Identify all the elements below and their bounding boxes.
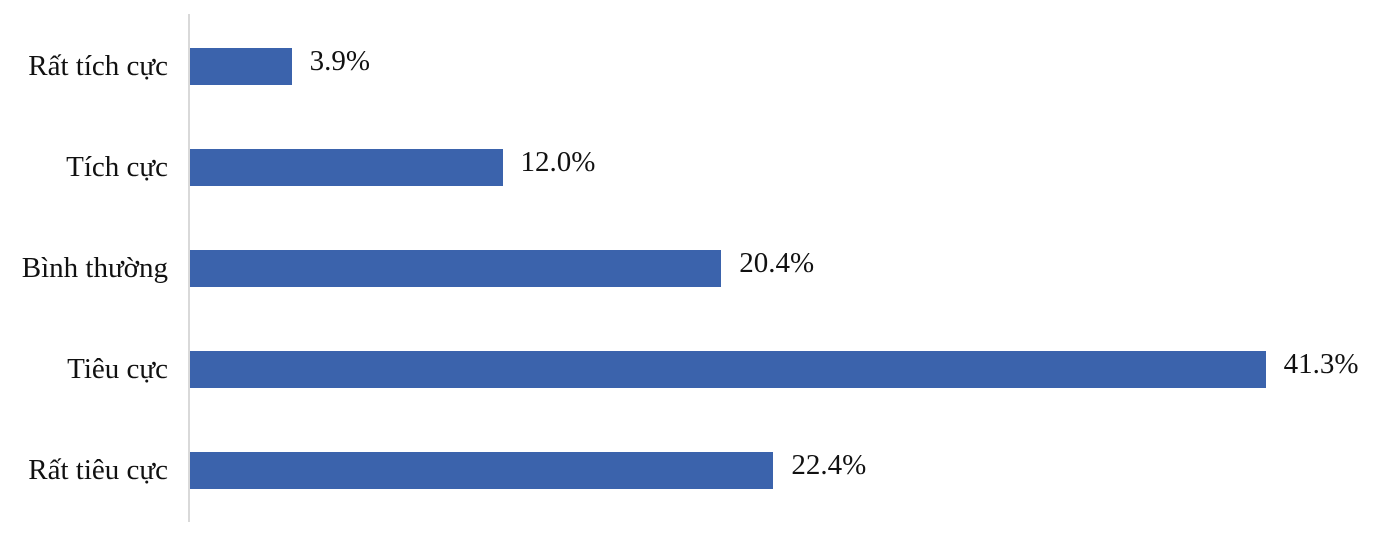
- chart-row: Bình thường 20.4%: [0, 218, 1375, 319]
- chart-row: Tích cực 12.0%: [0, 117, 1375, 218]
- plot-area: 20.4%: [190, 218, 1375, 319]
- category-label: Tích cực: [66, 151, 168, 183]
- chart-row: Rất tiêu cực 22.4%: [0, 420, 1375, 521]
- value-label: 41.3%: [1283, 348, 1359, 380]
- data-bar: [190, 48, 292, 85]
- chart-row: Rất tích cực 3.9%: [0, 16, 1375, 117]
- data-bar: [190, 250, 722, 287]
- plot-area: 22.4%: [190, 420, 1375, 521]
- plot-area: 12.0%: [190, 117, 1375, 218]
- data-bar: [190, 351, 1266, 388]
- value-label: 3.9%: [309, 45, 370, 77]
- plot-area: 3.9%: [190, 16, 1375, 117]
- chart-rows: Rất tích cực 3.9% Tích cực 12.0% Bình thường…: [0, 16, 1375, 521]
- plot-area: 41.3%: [190, 319, 1375, 420]
- data-bar: [190, 149, 503, 186]
- value-label: 12.0%: [520, 146, 596, 178]
- category-label: Rất tích cực: [28, 50, 168, 82]
- category-label: Tiêu cực: [67, 353, 168, 385]
- chart-row: Tiêu cực 41.3%: [0, 319, 1375, 420]
- data-bar: [190, 452, 774, 489]
- category-axis-line: [188, 14, 190, 522]
- value-label: 20.4%: [739, 247, 815, 279]
- value-label: 22.4%: [791, 449, 867, 481]
- category-label: Bình thường: [21, 252, 168, 284]
- category-label: Rất tiêu cực: [28, 454, 168, 486]
